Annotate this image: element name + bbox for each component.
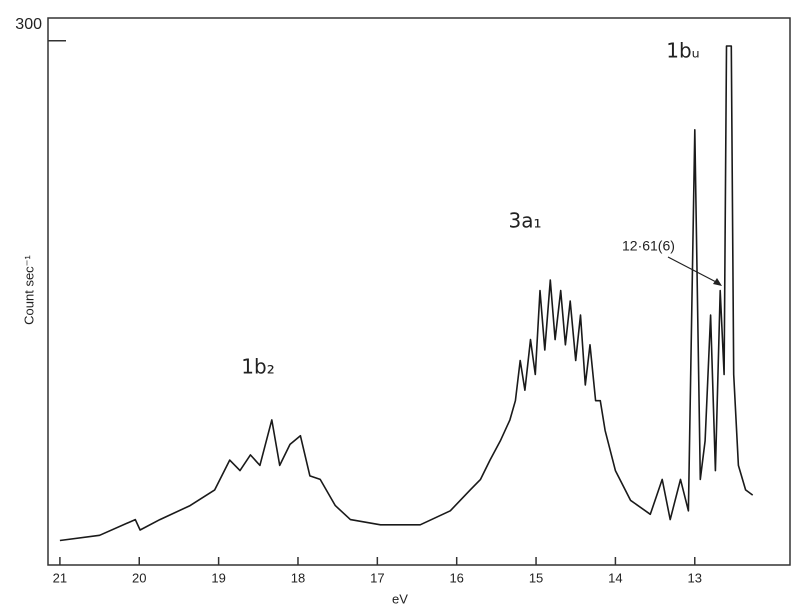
x-axis-label: eV: [392, 591, 408, 606]
spectrum-line: [59, 45, 754, 542]
x-tick-label: 14: [608, 570, 622, 585]
x-tick-label: 19: [211, 570, 225, 585]
annotation: 12·61(6): [622, 238, 675, 254]
plot-frame: [47, 17, 791, 566]
annotation: 3a₁: [509, 209, 542, 233]
x-tick-label: 18: [291, 570, 305, 585]
x-tick-label: 15: [529, 570, 543, 585]
x-tick-label: 21: [53, 570, 67, 585]
x-tick-label: 20: [132, 570, 146, 585]
y-tick-label: 300: [15, 16, 42, 33]
x-tick-label: 17: [370, 570, 384, 585]
x-tick-label: 13: [688, 570, 702, 585]
annotation: 1bᵤ: [666, 39, 700, 63]
x-tick-label: 16: [449, 570, 463, 585]
annotation: 1b₂: [241, 355, 274, 379]
y-axis-label: Count sec⁻¹: [21, 254, 36, 324]
arrow-head: [713, 278, 722, 286]
